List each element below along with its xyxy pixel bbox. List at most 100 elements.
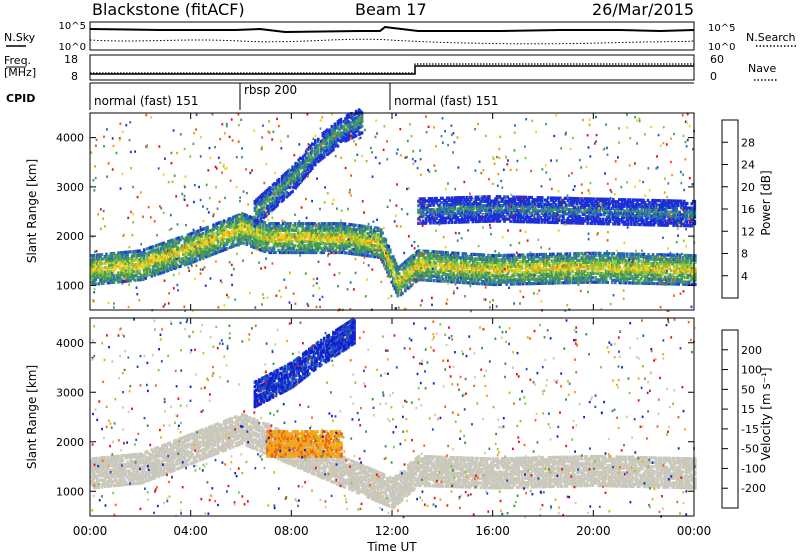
heatmap-cell xyxy=(469,281,472,285)
heatmap-cell xyxy=(564,261,567,265)
heatmap-cell xyxy=(267,209,270,213)
heatmap-cell xyxy=(321,248,324,252)
heatmap-cell xyxy=(496,258,499,262)
heatmap-cell xyxy=(648,266,652,270)
heatmap-cell xyxy=(222,232,226,236)
heatmap-cell xyxy=(289,180,293,184)
heatmap-cell xyxy=(333,126,337,131)
heatmap-cell xyxy=(399,282,403,286)
heatmap-cell xyxy=(162,263,166,267)
heatmap-cell xyxy=(474,217,478,221)
heatmap-cell xyxy=(446,264,449,268)
heatmap-cell xyxy=(339,235,342,239)
heatmap-cell xyxy=(552,261,555,265)
heatmap-cell xyxy=(168,257,172,261)
heatmap-cell xyxy=(313,250,317,255)
heatmap-cell xyxy=(356,129,359,133)
heatmap-cell xyxy=(482,264,486,268)
heatmap-cell xyxy=(292,235,295,239)
heatmap-cell xyxy=(681,258,685,262)
heatmap-cell xyxy=(470,211,473,215)
heatmap-cell xyxy=(242,235,246,239)
heatmap-cell xyxy=(224,232,227,236)
heatmap-cell xyxy=(308,224,312,228)
heatmap-cell xyxy=(472,281,475,285)
heatmap-cell xyxy=(375,226,378,230)
heatmap-cell xyxy=(309,164,313,168)
heatmap-cell xyxy=(139,255,143,260)
heatmap-cell xyxy=(458,256,461,260)
heatmap-cell xyxy=(129,279,132,283)
heatmap-cell xyxy=(171,249,175,253)
heatmap-cell xyxy=(207,247,211,251)
heatmap-cell xyxy=(179,238,182,242)
heatmap-cell xyxy=(490,280,493,284)
heatmap-cell xyxy=(461,218,464,222)
heatmap-cell xyxy=(523,271,526,275)
heatmap-cell xyxy=(111,267,114,271)
heatmap-cell xyxy=(396,287,400,291)
heatmap-cell xyxy=(612,256,616,260)
heatmap-cell xyxy=(266,237,270,241)
heatmap-cell xyxy=(206,225,209,229)
heatmap-cell xyxy=(424,208,428,212)
heatmap-cell xyxy=(463,263,466,267)
heatmap-cell xyxy=(306,167,309,171)
heatmap-cell xyxy=(248,241,252,245)
heatmap-cell xyxy=(355,232,359,236)
heatmap-cell xyxy=(299,248,303,252)
heatmap-cell xyxy=(315,224,318,228)
heatmap-cell xyxy=(366,249,369,253)
heatmap-cell xyxy=(257,247,261,251)
heatmap-cell xyxy=(446,268,449,272)
heatmap-cell xyxy=(503,280,507,284)
heatmap-cell xyxy=(321,138,325,142)
heatmap-cell xyxy=(225,229,229,233)
heatmap-cell xyxy=(615,269,619,274)
heatmap-cell xyxy=(624,265,628,269)
heatmap-cell xyxy=(455,256,458,260)
heatmap-cell xyxy=(280,188,284,192)
heatmap-cell xyxy=(364,253,368,258)
heatmap-cell xyxy=(123,264,126,268)
heatmap-cell xyxy=(449,271,452,275)
heatmap-cell xyxy=(307,228,310,232)
heatmap-cell xyxy=(653,262,656,266)
heatmap-cell xyxy=(633,277,637,281)
heatmap-cell xyxy=(466,276,469,280)
heatmap-cell xyxy=(248,237,252,241)
heatmap-cell xyxy=(666,260,670,264)
heatmap-cell xyxy=(321,147,325,151)
heatmap-cell xyxy=(277,248,280,252)
heatmap-cell xyxy=(327,242,330,246)
heatmap-cell xyxy=(315,239,318,243)
heatmap-cell xyxy=(357,235,360,239)
heatmap-cell xyxy=(443,268,446,272)
heatmap-cell xyxy=(349,243,353,247)
heatmap-cell xyxy=(335,132,338,136)
heatmap-cell xyxy=(272,250,276,255)
heatmap-cell xyxy=(299,235,303,239)
heatmap-cell xyxy=(351,232,354,236)
heatmap-cell xyxy=(502,278,505,282)
heatmap-cell xyxy=(644,255,647,259)
heatmap-cell xyxy=(585,265,588,269)
heatmap-cell xyxy=(547,281,551,285)
heatmap-cell xyxy=(610,269,614,273)
heatmap-cell xyxy=(407,275,410,279)
heatmap-cell xyxy=(674,258,677,262)
heatmap-cell xyxy=(242,237,246,241)
heatmap-cell xyxy=(657,273,661,277)
heatmap-cell xyxy=(390,256,394,260)
heatmap-cell xyxy=(304,248,307,252)
heatmap-cell xyxy=(514,278,517,282)
heatmap-cell xyxy=(656,262,659,266)
heatmap-cell xyxy=(574,272,578,276)
heatmap-cell xyxy=(511,255,514,260)
heatmap-cell xyxy=(323,137,326,141)
heatmap-cell xyxy=(99,273,102,277)
heatmap-cell xyxy=(441,250,445,254)
heatmap-cell xyxy=(630,257,634,261)
heatmap-cell xyxy=(467,270,471,274)
heatmap-cell xyxy=(310,250,314,255)
